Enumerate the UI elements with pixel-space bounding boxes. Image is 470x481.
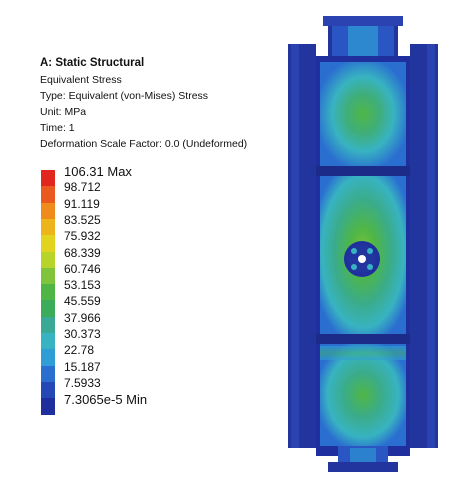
legend-label: 22.78 — [64, 343, 95, 358]
legend-swatch — [41, 218, 55, 236]
legend-swatch — [41, 202, 55, 220]
upper-divider-plate — [316, 166, 410, 176]
upper-panel-stress — [320, 62, 406, 166]
legend-label: 75.932 — [64, 229, 101, 244]
result-name: Equivalent Stress — [40, 74, 122, 86]
legend-label: 106.31 Max — [64, 164, 132, 179]
legend-swatch — [41, 284, 55, 301]
result-type: Type: Equivalent (von-Mises) Stress — [40, 90, 209, 102]
legend-label: 60.746 — [64, 261, 101, 276]
legend-label: 7.3065e-5 Min — [64, 392, 148, 408]
legend-swatch — [41, 267, 55, 285]
legend-swatch — [41, 333, 55, 350]
right-flange-edge — [427, 44, 435, 448]
legend-swatch — [41, 170, 55, 187]
result-time: Time: 1 — [40, 122, 75, 134]
result-info-panel: A: Static Structural Equivalent Stress T… — [40, 56, 290, 152]
legend-label: 68.339 — [64, 245, 101, 260]
legend-label: 53.153 — [64, 278, 101, 293]
legend-label: 37.966 — [64, 310, 101, 325]
structural-model-view[interactable] — [288, 16, 438, 472]
central-port[interactable] — [344, 241, 380, 277]
lower-divider-plate — [316, 334, 410, 344]
result-unit: Unit: MPa — [40, 106, 87, 118]
lower-panel-stress — [320, 344, 406, 446]
legend-swatch — [41, 300, 55, 318]
deformation-scale: Deformation Scale Factor: 0.0 (Undeforme… — [40, 138, 248, 150]
left-flange-edge — [291, 44, 299, 448]
legend-swatch — [41, 316, 55, 334]
legend-swatch — [41, 186, 55, 204]
lower-weld-band — [320, 346, 406, 360]
legend-swatch — [41, 381, 55, 399]
analysis-title: A: Static Structural — [40, 57, 145, 69]
legend-label: 7.5933 — [64, 375, 101, 390]
legend-swatch — [41, 349, 55, 367]
legend-swatch — [41, 235, 55, 252]
legend-label: 83.525 — [64, 212, 101, 227]
top-nozzle — [323, 16, 403, 62]
legend-label: 91.119 — [64, 196, 100, 211]
legend-label: 15.187 — [64, 359, 101, 374]
legend-swatch — [41, 365, 55, 383]
bottom-nozzle — [328, 446, 398, 472]
legend-label: 45.559 — [64, 294, 101, 309]
legend-label: 30.373 — [64, 327, 101, 341]
legend-swatch — [41, 398, 55, 415]
legend-swatch — [41, 251, 55, 269]
legend-label: 98.712 — [64, 180, 101, 195]
